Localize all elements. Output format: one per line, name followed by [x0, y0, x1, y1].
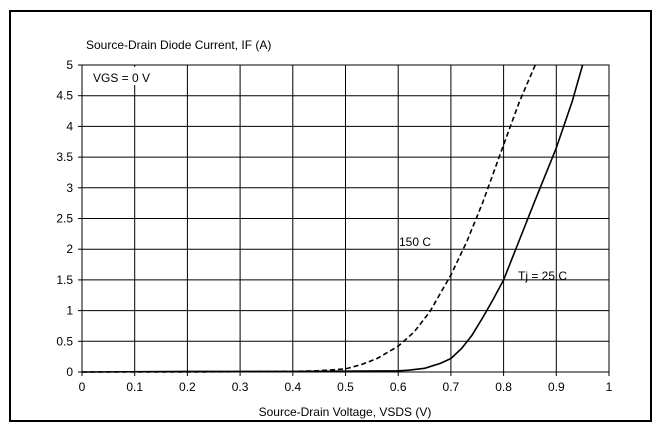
series-label-150c: 150 C — [399, 235, 431, 249]
y-tick-label: 2.5 — [56, 212, 73, 226]
condition-label-background — [89, 67, 161, 85]
y-tick-label: 5 — [66, 58, 73, 72]
x-axis-label: Source-Drain Voltage, VSDS (V) — [259, 405, 432, 419]
x-tick-label: 0.4 — [284, 380, 301, 394]
series-line-tj25c — [81, 64, 584, 373]
chart-title: Source-Drain Diode Current, IF (A) — [86, 38, 271, 52]
y-tick-label: 1.5 — [56, 273, 73, 287]
x-tick-label: 0.6 — [390, 380, 407, 394]
x-tick-label: 1 — [606, 380, 613, 394]
x-tick-label: 0.9 — [548, 380, 565, 394]
series-line-150c — [82, 64, 536, 373]
x-tick-label: 0.1 — [126, 380, 143, 394]
x-tick-label: 0 — [79, 380, 86, 394]
axes — [81, 64, 610, 373]
x-tick-label: 0.8 — [495, 380, 512, 394]
y-tick-label: 4.5 — [56, 89, 73, 103]
plot-area-border — [81, 64, 610, 373]
grid — [78, 64, 610, 376]
y-tick-label: 1 — [66, 304, 73, 318]
y-tick-label: 0 — [66, 365, 73, 379]
x-tick-label: 0.2 — [179, 380, 196, 394]
x-tick-label: 0.5 — [337, 380, 354, 394]
condition-label: VGS = 0 V — [93, 71, 150, 85]
x-tick-label: 0.7 — [443, 380, 460, 394]
y-tick-label: 0.5 — [56, 334, 73, 348]
y-tick-label: 3.5 — [56, 150, 73, 164]
series-group — [81, 64, 584, 373]
y-tick-label: 2 — [66, 242, 73, 256]
y-tick-label: 3 — [66, 181, 73, 195]
tick-labels: 0 0.1 0.2 0.3 0.4 0.5 0.6 0.7 0.8 0.9 1 0 0.5 1 1.5 2 2.… — [56, 58, 612, 394]
series-label-tj25c: Tj = 25 C — [518, 269, 567, 283]
y-tick-label: 4 — [66, 119, 73, 133]
x-tick-label: 0.3 — [232, 380, 249, 394]
